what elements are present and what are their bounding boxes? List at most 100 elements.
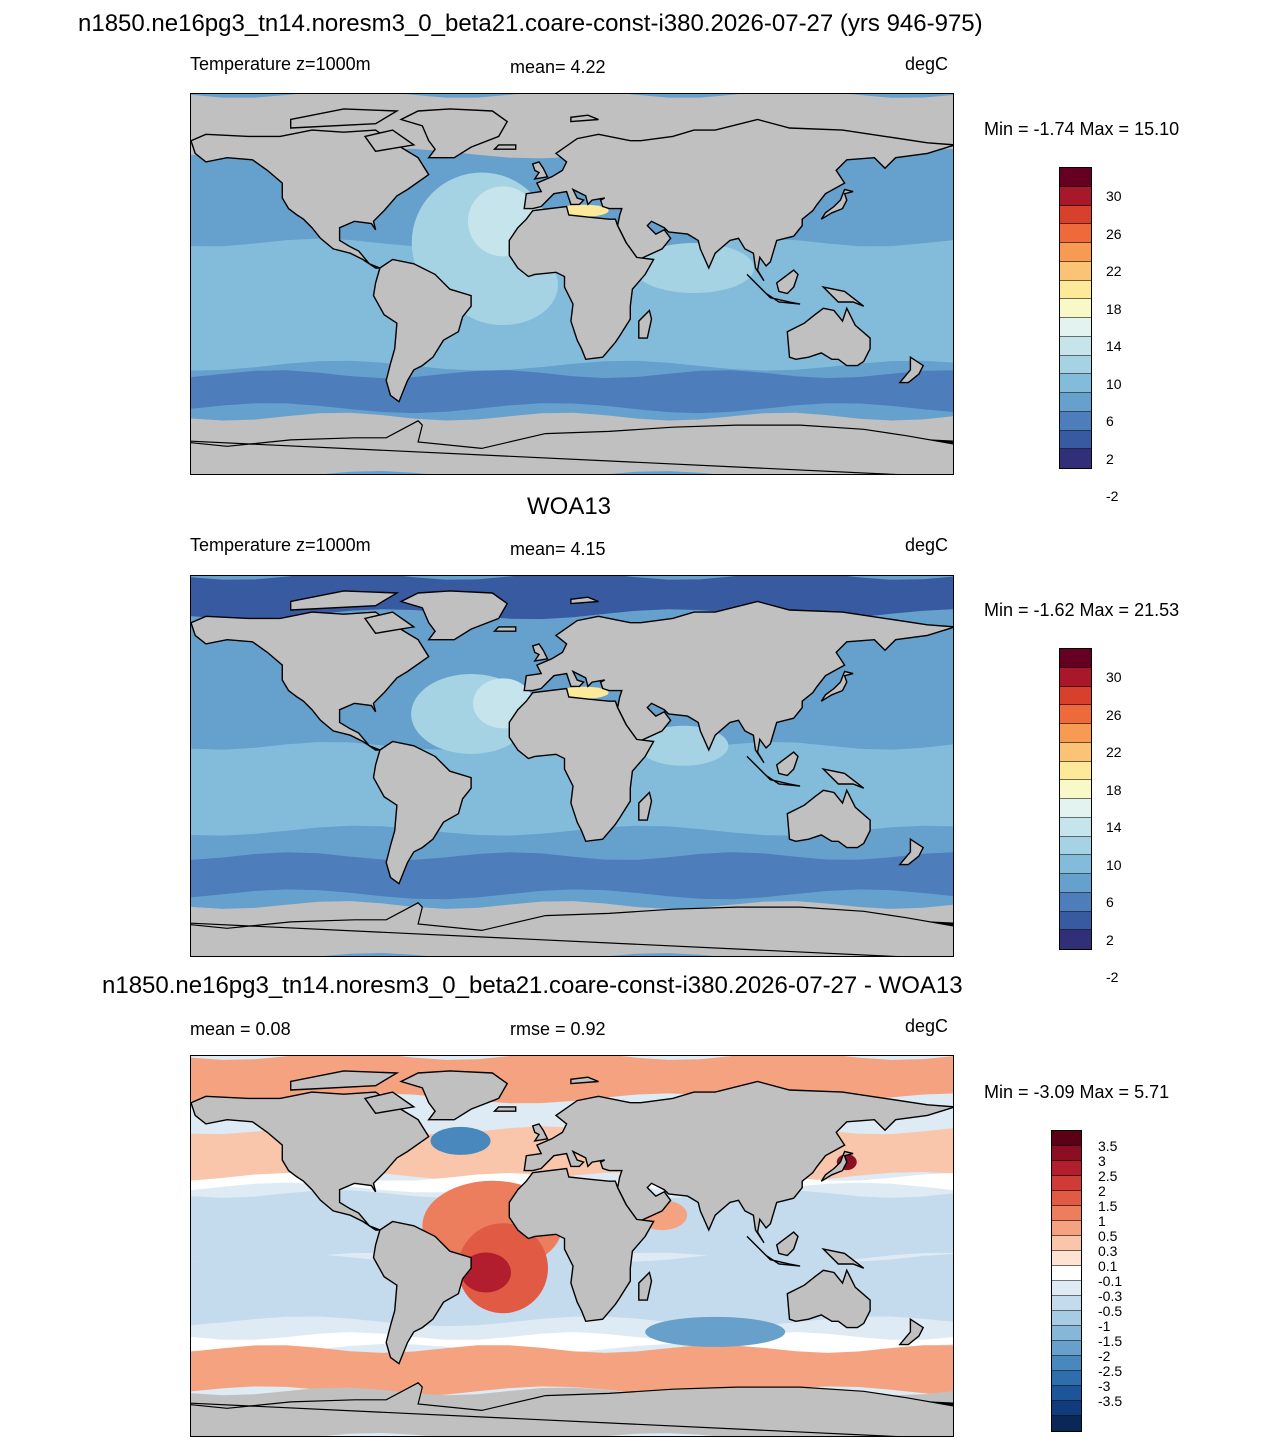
landmass-arcticIsles — [290, 1070, 400, 1091]
panel3-units-label: degC — [905, 1016, 949, 1036]
colorbar-swatch — [1052, 1206, 1081, 1221]
landmass-iceland — [492, 626, 517, 632]
landmass-newZealand — [898, 1317, 925, 1346]
colorbar-tick-label: -3 — [1098, 1378, 1111, 1394]
colorbar-swatch — [1052, 1146, 1081, 1161]
colorbar-swatch — [1060, 393, 1091, 412]
landmass-baffin — [363, 129, 416, 153]
colorbar-tick-label: 30 — [1106, 669, 1122, 686]
landmass-australia — [786, 788, 871, 849]
colorbar-swatch — [1060, 686, 1091, 706]
colorbar-tick-label: -0.5 — [1098, 1303, 1123, 1319]
landmass-iceland — [492, 1106, 517, 1112]
landmass-madagascar — [638, 309, 653, 339]
colorbar-tick-label: 22 — [1106, 744, 1122, 761]
landmass-newGuinea — [821, 1247, 865, 1269]
landmass-greenland — [399, 1070, 509, 1121]
colorbar-swatch — [1060, 205, 1091, 225]
landmass-southAmerica — [372, 1220, 472, 1365]
colorbar-swatch — [1060, 649, 1091, 668]
colorbar-swatch — [1060, 261, 1091, 281]
colorbar-swatch — [1052, 1326, 1081, 1341]
landmass-antarctica — [191, 902, 953, 956]
panel1-map — [190, 93, 954, 475]
land-masses — [191, 1070, 953, 1436]
colorbar-swatch — [1052, 1221, 1081, 1236]
panel3-map — [190, 1055, 954, 1437]
landmass-japan — [820, 1150, 854, 1182]
panel3-minmax-label: Min = -3.09 Max = 5.71 — [984, 1082, 1170, 1102]
colorbar-swatch — [1052, 1131, 1081, 1146]
colorbar-swatch — [1060, 874, 1091, 893]
panel2-map — [190, 575, 954, 957]
colorbar-swatch — [1052, 1251, 1081, 1266]
landmass-arcticIsles — [290, 108, 400, 129]
ocean-field-patch — [645, 1316, 786, 1347]
ocean-field-band — [191, 852, 953, 900]
colorbar-tick-label: -0.3 — [1098, 1288, 1123, 1304]
panel2-mean-label: mean= 4.15 — [510, 539, 606, 559]
mediterranean-patch — [558, 204, 609, 217]
landmass-indonesia — [746, 755, 801, 787]
colorbar-tick-label: 0.1 — [1098, 1258, 1118, 1274]
colorbar-swatch — [1060, 911, 1091, 931]
colorbar-tick-label: 26 — [1106, 225, 1122, 242]
colorbar-swatch — [1052, 1191, 1081, 1206]
landmass-borneo — [775, 269, 799, 295]
colorbar-swatch — [1052, 1266, 1081, 1281]
colorbar-swatch — [1052, 1371, 1081, 1386]
ocean-field-band — [191, 1345, 953, 1397]
colorbar-tick-label: -2 — [1106, 969, 1119, 986]
colorbar-swatch — [1060, 667, 1091, 687]
landmass-borneo — [775, 751, 799, 777]
colorbar-swatch — [1060, 930, 1091, 949]
landmass-africa — [508, 687, 655, 843]
landmass-newGuinea — [821, 285, 865, 307]
land-masses — [191, 590, 953, 956]
landmass-eurasia — [523, 1080, 953, 1244]
colorbar-tick-label: 2 — [1106, 450, 1114, 467]
colorbar-tick-label: 2.5 — [1098, 1168, 1118, 1184]
ocean-field-patch — [460, 1252, 511, 1293]
landmass-uk — [531, 1123, 549, 1142]
colorbar-swatch — [1060, 855, 1091, 874]
colorbar-swatch — [1052, 1341, 1081, 1356]
colorbar-tick-label: -2 — [1098, 1348, 1111, 1364]
landmass-uk — [531, 643, 549, 662]
colorbar-swatch — [1060, 724, 1091, 743]
ocean-field-band — [191, 370, 953, 414]
landmass-borneo — [775, 1231, 799, 1257]
colorbar-swatch — [1060, 705, 1091, 724]
panel1-units-label: degC — [905, 54, 949, 74]
colorbar-swatch — [1060, 355, 1091, 375]
colorbar-swatch — [1060, 817, 1091, 837]
landmass-madagascar — [638, 791, 653, 821]
colorbar-tick-label: 6 — [1106, 894, 1114, 911]
colorbar-tick-label: 30 — [1106, 188, 1122, 205]
landmass-eurasia — [523, 118, 953, 282]
panel3-title: n1850.ne16pg3_tn14.noresm3_0_beta21.coar… — [102, 972, 963, 999]
colorbar-swatch — [1052, 1356, 1081, 1371]
panel3-colorbar — [1051, 1130, 1082, 1432]
colorbar-swatch — [1060, 224, 1091, 243]
colorbar-swatch — [1060, 186, 1091, 206]
colorbar-tick-label: 18 — [1106, 300, 1122, 317]
colorbar-swatch — [1052, 1386, 1081, 1401]
landmass-africa — [508, 1167, 655, 1323]
mediterranean-patch — [558, 686, 609, 699]
colorbar-tick-label: 0.5 — [1098, 1228, 1118, 1244]
landmass-japan — [820, 188, 854, 220]
colorbar-tick-label: 1 — [1098, 1213, 1106, 1229]
colorbar-swatch — [1052, 1401, 1081, 1416]
landmass-svalbard — [570, 1076, 599, 1085]
panel1-title: n1850.ne16pg3_tn14.noresm3_0_beta21.coar… — [78, 10, 983, 37]
colorbar-tick-label: 3 — [1098, 1153, 1106, 1169]
land-masses — [191, 108, 953, 474]
colorbar-swatch — [1052, 1236, 1081, 1251]
colorbar-swatch — [1052, 1416, 1081, 1431]
colorbar-swatch — [1060, 761, 1091, 781]
colorbar-tick-label: 18 — [1106, 781, 1122, 798]
landmass-baffin — [363, 611, 416, 635]
colorbar-swatch — [1060, 780, 1091, 799]
colorbar-swatch — [1060, 892, 1091, 912]
